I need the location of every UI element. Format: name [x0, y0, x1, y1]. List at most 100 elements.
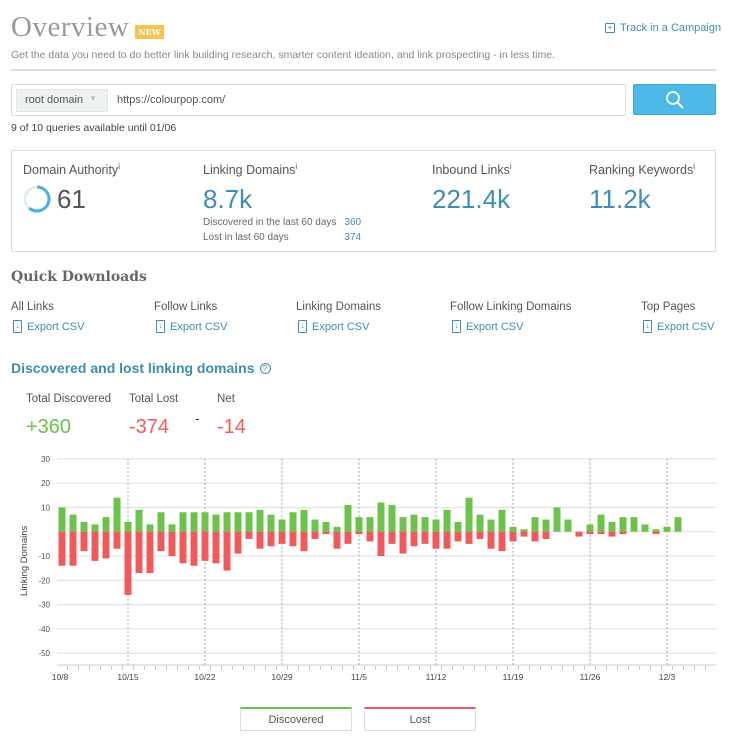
discovered-bar[interactable] [619, 517, 627, 532]
discovered-bar[interactable] [333, 526, 341, 532]
lost-bar[interactable] [608, 531, 616, 537]
export-csv-link[interactable]: ↓ Export CSV [13, 320, 84, 333]
lost-bar[interactable] [652, 531, 660, 535]
lost-bar[interactable] [520, 531, 528, 537]
discovered-bar[interactable] [597, 514, 605, 532]
lost-bar[interactable] [190, 531, 198, 566]
search-button[interactable] [633, 84, 716, 115]
discovered-bar[interactable] [135, 509, 143, 532]
discovered-bar[interactable] [641, 524, 649, 532]
lost-bar[interactable] [245, 531, 253, 539]
lost-bar[interactable] [102, 531, 110, 559]
export-csv-link[interactable]: ↓ Export CSV [298, 320, 369, 333]
lost-bar[interactable] [388, 531, 396, 544]
lost-bar[interactable] [333, 531, 341, 549]
help-icon[interactable]: ? [259, 362, 271, 374]
lost-bar[interactable] [399, 531, 407, 554]
export-csv-link[interactable]: ↓ Export CSV [452, 320, 523, 333]
discovered-bar[interactable] [223, 512, 231, 532]
discovered-bar[interactable] [113, 497, 121, 532]
discovered-bar[interactable] [91, 524, 99, 532]
info-icon[interactable]: i [693, 162, 695, 171]
discovered-bar[interactable] [322, 521, 330, 532]
discovered-bar[interactable] [190, 512, 198, 532]
discovered-bar[interactable] [432, 519, 440, 532]
discovered-bar[interactable] [542, 519, 550, 532]
lost-bar[interactable] [135, 531, 143, 574]
discovered-bar[interactable] [553, 507, 561, 532]
lost-bar[interactable] [476, 531, 484, 539]
discovered-bar[interactable] [300, 509, 308, 532]
lost-bar[interactable] [619, 531, 627, 535]
discovered-bar[interactable] [586, 524, 594, 532]
info-icon[interactable]: i [509, 162, 512, 171]
discovered-bar[interactable] [564, 519, 572, 532]
export-csv-link[interactable]: ↓ Export CSV [156, 320, 227, 333]
discovered-bar[interactable] [355, 517, 363, 532]
discovered-bar[interactable] [311, 519, 319, 532]
lost-bar[interactable] [311, 531, 319, 539]
lost-bar[interactable] [256, 531, 264, 549]
lost-bar[interactable] [531, 531, 539, 542]
discovered-bar[interactable] [399, 517, 407, 532]
lost-bar[interactable] [58, 531, 66, 566]
discovered-bar[interactable] [476, 514, 484, 532]
discovered-bar[interactable] [168, 524, 176, 532]
discovered-bar[interactable] [201, 512, 209, 532]
discovered-bar[interactable] [245, 512, 253, 532]
lost-bar[interactable] [377, 531, 385, 556]
info-icon[interactable]: i [118, 162, 120, 171]
lost-bar[interactable] [322, 531, 330, 535]
discovered-bar[interactable] [531, 517, 539, 532]
discovered-bar[interactable] [234, 512, 242, 532]
lost-bar[interactable] [366, 531, 374, 542]
discovered-bar[interactable] [443, 509, 451, 532]
discovered-bar[interactable] [608, 521, 616, 532]
lost-bar[interactable] [113, 531, 121, 549]
discovered-bar[interactable] [520, 529, 528, 532]
export-csv-link[interactable]: ↓ Export CSV [643, 320, 714, 333]
url-input[interactable] [11, 84, 626, 116]
lost-bar[interactable] [509, 531, 517, 542]
discovered-bar[interactable] [146, 524, 154, 532]
info-icon[interactable]: i [295, 162, 298, 171]
discovered-bar[interactable] [80, 521, 88, 532]
lost-bar[interactable] [234, 531, 242, 554]
lost-bar[interactable] [179, 531, 187, 564]
lost-bar[interactable] [124, 531, 132, 595]
discovered-bar[interactable] [278, 519, 286, 532]
track-in-campaign-link[interactable]: + Track in a Campaign [605, 22, 721, 34]
lost-bar[interactable] [421, 531, 429, 544]
lost-bar[interactable] [432, 531, 440, 549]
discovered-bar[interactable] [58, 507, 66, 532]
discovered-bar[interactable] [388, 504, 396, 532]
lost-bar[interactable] [355, 531, 363, 535]
discovered-bar[interactable] [344, 504, 352, 532]
lost-bar[interactable] [498, 531, 506, 552]
discovered-bar[interactable] [157, 512, 165, 532]
lost-bar[interactable] [465, 531, 473, 544]
legend-lost-button[interactable]: Lost [364, 707, 476, 731]
legend-discovered-button[interactable]: Discovered [240, 707, 352, 731]
lost-bar[interactable] [223, 531, 231, 571]
discovered-bar[interactable] [487, 519, 495, 532]
discovered-bar[interactable] [267, 514, 275, 532]
lost-bar[interactable] [487, 531, 495, 549]
discovered-bar[interactable] [663, 526, 671, 532]
lost-bar[interactable] [443, 531, 451, 549]
discovered-bar[interactable] [630, 517, 638, 532]
discovered-bar[interactable] [366, 517, 374, 532]
lost-bar[interactable] [157, 531, 165, 552]
discovered-bar[interactable] [674, 517, 682, 532]
discovered-bar[interactable] [179, 512, 187, 532]
lost-bar[interactable] [344, 531, 352, 544]
lost-bar[interactable] [69, 531, 77, 566]
discovered-bar[interactable] [454, 521, 462, 532]
discovered-bar[interactable] [69, 514, 77, 532]
lost-bar[interactable] [289, 531, 297, 547]
lost-bar[interactable] [267, 531, 275, 547]
lost-bar[interactable] [91, 531, 99, 561]
lost-bar[interactable] [575, 531, 583, 537]
discovered-bar[interactable] [289, 512, 297, 532]
lost-bar[interactable] [542, 531, 550, 539]
